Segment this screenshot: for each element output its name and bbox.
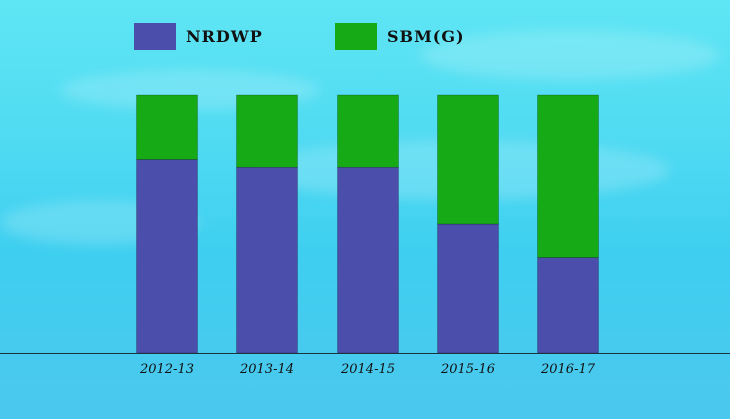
bar-sbmg-2013-14 xyxy=(236,94,298,168)
legend-swatch-nrdwp xyxy=(134,23,176,50)
bar-sbmg-2016-17 xyxy=(537,94,599,258)
bar-nrdwp-2016-17 xyxy=(537,257,599,354)
x-tick-label: 2013-14 xyxy=(239,362,294,377)
x-tick-label: 2014-15 xyxy=(340,362,395,377)
legend-swatch-sbmg xyxy=(335,23,377,50)
legend-label-nrdwp: NRDWP xyxy=(186,27,263,46)
legend-label-sbmg: SBM(G) xyxy=(387,27,465,46)
x-tick-label: 2016-17 xyxy=(540,362,596,377)
bar-sbmg-2014-15 xyxy=(337,94,399,168)
x-tick-label: 2012-13 xyxy=(139,362,194,377)
legend-item-nrdwp: NRDWP xyxy=(134,23,263,50)
x-tick-label: 2015-16 xyxy=(440,362,495,377)
bar-sbmg-2015-16 xyxy=(437,94,499,225)
bar-nrdwp-2015-16 xyxy=(437,223,499,354)
legend-item-sbmg: SBM(G) xyxy=(335,23,465,50)
bar-nrdwp-2012-13 xyxy=(136,159,198,354)
background-cloud xyxy=(420,30,720,80)
bar-nrdwp-2013-14 xyxy=(236,166,298,354)
bar-sbmg-2012-13 xyxy=(136,94,198,160)
bar-nrdwp-2014-15 xyxy=(337,166,399,354)
